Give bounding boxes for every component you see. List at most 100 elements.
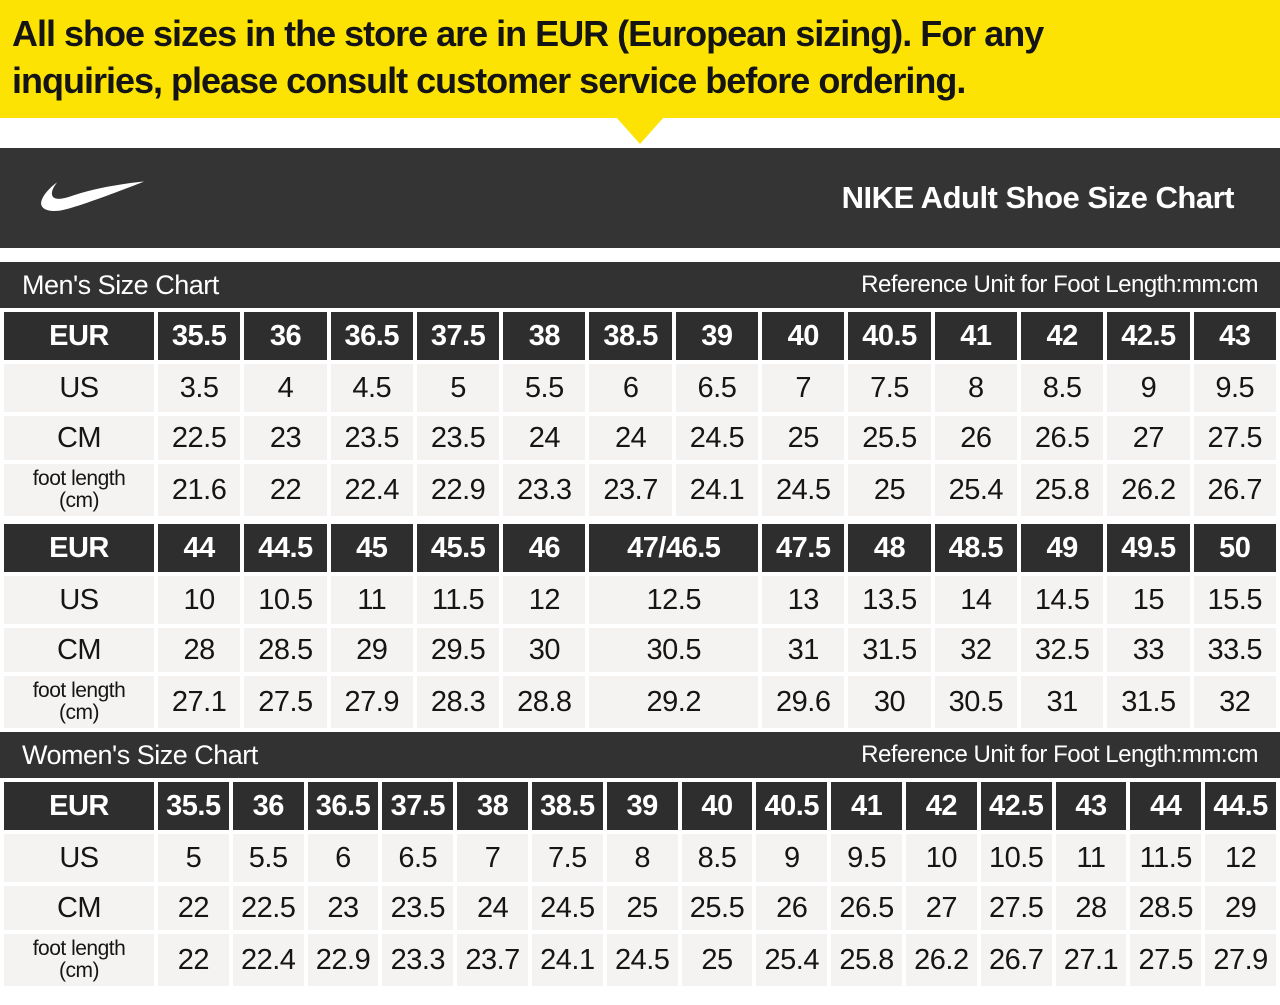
size-cell: 36.5 [330,312,413,360]
size-cell: 27.5 [244,676,327,728]
size-cell: 27.9 [1205,934,1276,986]
size-cell: 15 [1107,576,1190,624]
size-cell: 6 [589,364,672,412]
size-cell: 25.4 [756,934,828,986]
size-cell: 25.8 [831,934,902,986]
size-cell: 23 [307,886,379,930]
size-cell: 26 [756,886,828,930]
size-cell: 28.5 [244,628,327,672]
size-cell: 12 [1205,834,1276,882]
size-cell: 4 [244,364,327,412]
size-cell: 26.2 [905,934,977,986]
size-cell: 25 [681,934,753,986]
table-row: foot length (cm) 27.1 27.5 27.9 28.3 28.8 29.2 2… [4,676,1276,728]
size-cell: 26.7 [1193,464,1276,516]
size-cell: 30 [848,676,931,728]
size-cell: 10 [158,576,241,624]
size-cell: 33 [1107,628,1190,672]
table-row: US 10 10.5 11 11.5 12 12.5 13 13.5 14 14.5 15 15.5 [4,576,1276,624]
mens-section-title: Men's Size Chart [22,269,219,300]
size-cell: 13.5 [848,576,931,624]
size-cell: 48.5 [934,524,1017,572]
size-cell: 45.5 [416,524,500,572]
size-cell: 35.5 [158,312,241,360]
size-cell: 25.5 [681,886,753,930]
size-cell: 27.1 [158,676,241,728]
size-cell: 12 [503,576,586,624]
size-cell: 38 [457,782,528,830]
chart-title: NIKE Adult Shoe Size Chart [841,180,1235,215]
size-cell: 28.8 [503,676,586,728]
row-label: US [4,364,154,412]
table-row: foot length (cm) 21.6 22 22.4 22.9 23.3 23.7 24.… [4,464,1276,516]
brand-header: NIKE Adult Shoe Size Chart [0,148,1280,248]
table-row: CM 22 22.5 23 23.5 24 24.5 25 25.5 26 26.5 27 27.5 28… [4,886,1276,930]
size-cell: 22 [244,464,327,516]
size-cell: 22.5 [158,416,241,460]
size-cell: 23.7 [457,934,528,986]
size-cell: 38 [503,312,586,360]
row-label: foot length (cm) [4,934,154,986]
size-cell: 33.5 [1193,628,1276,672]
size-cell: 10.5 [244,576,327,624]
table-row: CM 22.5 23 23.5 23.5 24 24 24.5 25 25.5 26 26.5 27 27… [4,416,1276,460]
size-cell: 29.2 [589,676,759,728]
table-row: EUR 44 44.5 45 45.5 46 47/46.5 47.5 48 48.5 49 49.5… [4,524,1276,572]
size-cell: 9.5 [1193,364,1276,412]
size-cell: 24.1 [675,464,759,516]
size-cell: 6.5 [675,364,759,412]
size-cell: 23.5 [416,416,500,460]
down-pointer-triangle [616,117,664,144]
size-cell: 11 [1055,834,1127,882]
size-cell: 36.5 [307,782,379,830]
size-cell: 27.9 [330,676,413,728]
size-cell: 27.5 [1193,416,1276,460]
size-cell: 29.6 [762,676,845,728]
size-cell: 8.5 [681,834,753,882]
notice-text-line1: All shoe sizes in the store are in EUR (… [12,13,1044,54]
size-cell: 31.5 [1107,676,1190,728]
size-cell: 24.5 [675,416,759,460]
size-cell: 24.5 [762,464,845,516]
size-cell: 27.5 [980,886,1052,930]
size-cell: 46 [503,524,586,572]
table-row: US 3.5 4 4.5 5 5.5 6 6.5 7 7.5 8 8.5 9 9.5 [4,364,1276,412]
size-cell: 35.5 [158,782,229,830]
size-cell: 23.5 [382,886,454,930]
size-cell: 40 [762,312,845,360]
mens-size-table-lower: EUR 44 44.5 45 45.5 46 47/46.5 47.5 48 48.5 49 49.5… [0,520,1280,732]
size-cell: 28.5 [1130,886,1202,930]
size-cell: 38.5 [531,782,603,830]
size-cell: 10 [905,834,977,882]
size-cell: 38.5 [589,312,672,360]
size-cell: 4.5 [330,364,413,412]
size-cell: 28 [158,628,241,672]
size-cell: 26.7 [980,934,1052,986]
size-cell: 11 [330,576,413,624]
size-cell: 14.5 [1020,576,1104,624]
size-cell: 50 [1193,524,1276,572]
size-cell: 29 [330,628,413,672]
row-label: foot length (cm) [4,676,154,728]
size-cell: 28.3 [416,676,500,728]
row-label: CM [4,628,154,672]
size-cell: 14 [934,576,1017,624]
nike-swoosh-logo-icon [41,181,145,212]
womens-section-header: Women's Size Chart Reference Unit for Fo… [0,732,1280,778]
row-label: foot length (cm) [4,464,154,516]
size-cell: 29.5 [416,628,500,672]
size-cell: 5.5 [503,364,586,412]
size-cell: 41 [831,782,902,830]
size-cell: 39 [606,782,678,830]
size-cell: 11.5 [416,576,500,624]
size-cell: 27 [905,886,977,930]
size-cell: 41 [934,312,1017,360]
mens-section-header: Men's Size Chart Reference Unit for Foot… [0,262,1280,308]
size-cell: 30.5 [934,676,1017,728]
size-cell: 27.5 [1130,934,1202,986]
row-label: EUR [4,524,154,572]
size-cell: 8.5 [1020,364,1104,412]
mens-reference-unit-label: Reference Unit for Foot Length:mm:cm [861,271,1258,298]
size-cell: 28 [1055,886,1127,930]
size-cell: 23.3 [382,934,454,986]
